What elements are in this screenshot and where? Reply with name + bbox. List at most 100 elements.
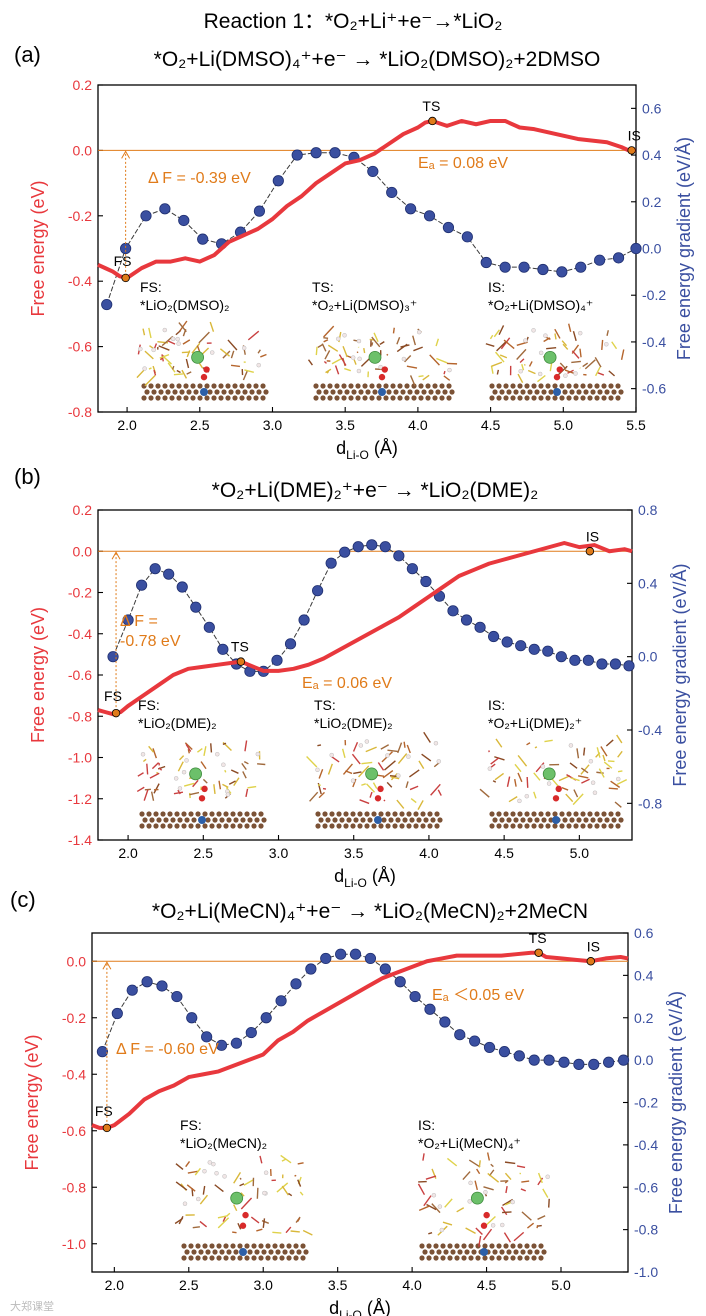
slab-atom [608, 383, 614, 389]
solvent-bond [616, 734, 623, 744]
slab-atom [371, 823, 377, 829]
oxygen-atom [374, 795, 382, 802]
solvent-bond [228, 780, 236, 785]
solvent-bond [373, 332, 379, 343]
gradient-point [230, 1037, 243, 1049]
solvent-bond [341, 748, 346, 758]
solvent-bond [596, 771, 604, 774]
solvent-bond [601, 339, 604, 350]
hydrogen-atom [537, 371, 543, 377]
solvent-bond [554, 328, 561, 339]
solvent-bond [281, 1158, 286, 1162]
panel-c: (c) *O₂+Li(MeCN)₄⁺+e⁻ → *LiO₂(MeCN)₂+2MeC… [10, 887, 686, 1316]
slab-atom [351, 389, 357, 395]
solvent-bond [352, 741, 359, 752]
structure-snapshot-0 [174, 1154, 313, 1261]
slab-atom [566, 395, 572, 401]
slab-atom [327, 383, 333, 389]
slab-atom [590, 817, 596, 823]
solvent-bond [233, 1204, 238, 1212]
solvent-bond [562, 343, 569, 350]
slab-atom [517, 823, 523, 829]
slab-atom [499, 389, 505, 395]
solvent-bond [324, 350, 331, 360]
solvent-bond [409, 785, 419, 791]
y-left-tick-label: 0.0 [73, 543, 93, 559]
slab-atom [254, 1249, 260, 1255]
delta-f-arrowhead [121, 150, 131, 159]
solvent-bond [508, 796, 518, 803]
slab-atom [181, 823, 187, 829]
gradient-point [405, 203, 417, 215]
slab-atom [538, 823, 544, 829]
solvent-bond [491, 361, 503, 367]
slab-atom [393, 389, 399, 395]
slab-atom [454, 1243, 460, 1249]
solvent-bond [148, 327, 152, 339]
solvent-bond [548, 1198, 550, 1208]
solvent-bond [561, 786, 569, 791]
slab-atom [454, 1255, 460, 1261]
solvent-bond [504, 1161, 516, 1165]
gradient-point [197, 233, 209, 245]
slab-atom [253, 383, 259, 389]
gradient-point [366, 539, 378, 551]
hydrogen-atom [364, 739, 370, 744]
state-label-is: IS [628, 127, 641, 143]
y-right-tick-label: -0.8 [638, 795, 662, 811]
solvent-bond [561, 340, 568, 347]
slab-atom [524, 823, 530, 829]
solvent-bond [247, 785, 257, 789]
gradient-point [245, 1026, 257, 1039]
gradient-point [159, 203, 171, 215]
slab-atom [601, 383, 607, 389]
gradient-point [312, 585, 324, 597]
gradient-point [406, 563, 418, 575]
slab-atom [247, 1249, 253, 1255]
solvent-bond [358, 765, 370, 778]
y-right-tick-label: -0.4 [634, 1137, 658, 1153]
solvent-bond [239, 1183, 245, 1187]
solvent-bond [144, 350, 154, 360]
gradient-point [203, 621, 215, 633]
solvent-bond [245, 788, 249, 797]
solvent-bond [214, 1184, 224, 1193]
hydrogen-atom [540, 764, 546, 769]
solvent-bond [318, 769, 324, 779]
solvent-bond [153, 783, 160, 794]
solvent-bond [136, 369, 145, 379]
solvent-bond [610, 780, 621, 788]
slab-atom [464, 1249, 470, 1255]
slab-atom [378, 811, 384, 817]
gradient-point [480, 256, 492, 269]
solvent-bond [608, 370, 616, 377]
x-tick-label: 3.5 [335, 417, 355, 433]
gradient-point [498, 1046, 511, 1058]
hydrogen-atom [437, 1204, 443, 1209]
solvent-bond [533, 772, 541, 781]
slab-atom [420, 823, 426, 829]
hydrogen-atom [196, 1196, 201, 1202]
solvent-bond [323, 325, 335, 338]
slab-atom [435, 389, 441, 395]
solvent-bond [386, 353, 389, 356]
gradient-point [339, 546, 351, 558]
solvent-bond [243, 1179, 254, 1186]
slab-atom [538, 811, 544, 817]
slab-atom [601, 823, 607, 829]
solvent-bond [535, 762, 545, 773]
gradient-point [215, 1039, 228, 1051]
slab-atom [513, 1249, 519, 1255]
solvent-bond [191, 342, 201, 354]
gradient-point [329, 147, 341, 159]
x-tick-label: 4.0 [408, 417, 428, 433]
solvent-bond [210, 743, 213, 753]
slab-atom [510, 395, 516, 401]
slab-atom [608, 395, 614, 401]
solvent-bond [240, 1197, 253, 1210]
gradient-point [325, 557, 337, 569]
slab-atom [406, 811, 412, 817]
slab-atom [184, 817, 190, 823]
solvent-bond [573, 789, 579, 798]
slab-atom [337, 389, 343, 395]
